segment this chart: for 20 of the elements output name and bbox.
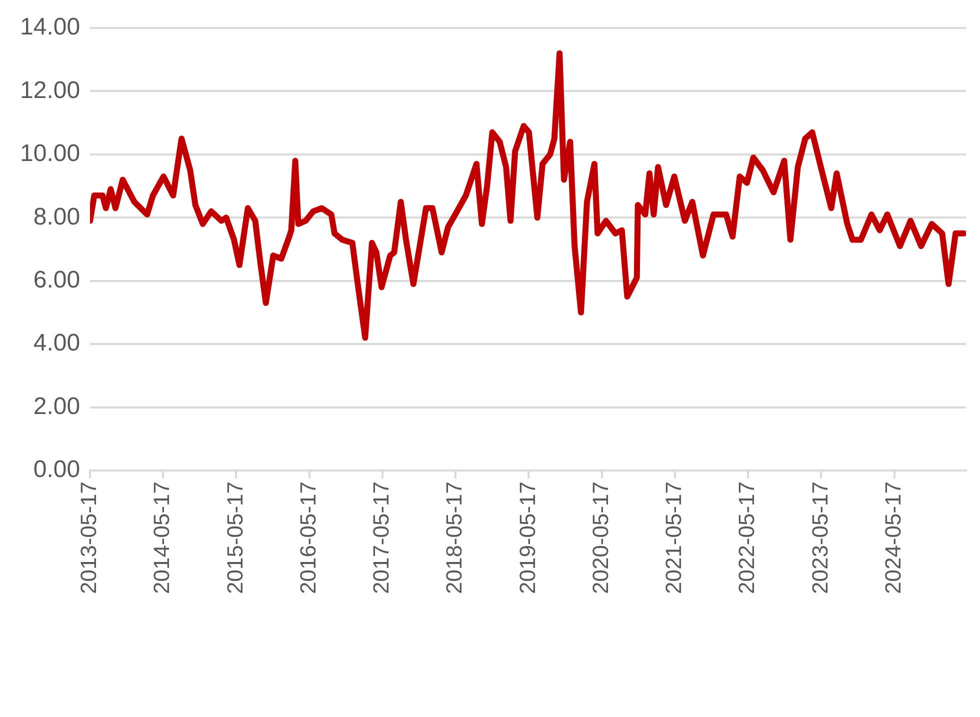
y-tick-label: 2.00 [33, 392, 80, 420]
x-tick-label: 2018-05-17 [442, 481, 467, 594]
y-tick-label: 4.00 [33, 330, 80, 357]
x-tick-label: 2015-05-17 [222, 481, 248, 594]
y-tick-label: 0.00 [33, 456, 80, 484]
x-tick-label: 2019-05-17 [514, 481, 540, 594]
x-tick-label: 2014-05-17 [149, 481, 174, 594]
y-tick-label: 10.00 [20, 140, 80, 168]
x-tick-label: 2024-05-17 [880, 481, 906, 594]
x-tick-label: 2020-05-17 [588, 481, 614, 594]
x-tick-label: 2017-05-17 [368, 481, 394, 594]
y-tick-label: 8.00 [33, 203, 80, 230]
x-tick-label: 2022-05-17 [734, 481, 760, 594]
x-tick-label: 2016-05-17 [296, 481, 321, 594]
x-tick-label: 2021-05-17 [661, 481, 686, 594]
x-tick-label: 2013-05-17 [76, 481, 102, 594]
y-tick-label: 14.00 [20, 14, 80, 41]
x-tick-label: 2023-05-17 [807, 481, 832, 594]
y-tick-label: 6.00 [33, 266, 80, 294]
y-tick-label: 12.00 [20, 76, 80, 104]
